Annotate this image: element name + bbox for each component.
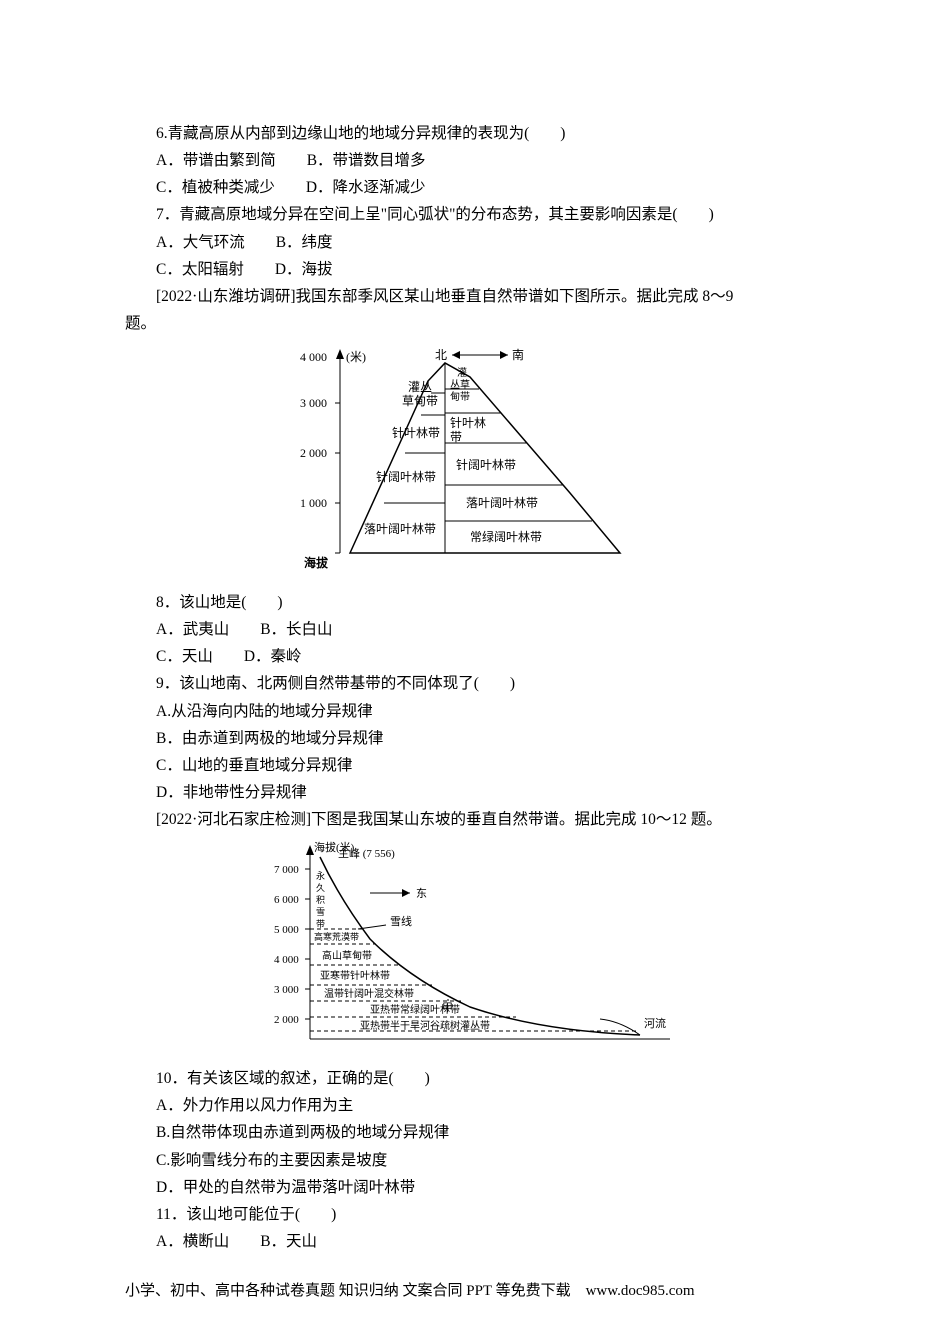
q8-stem: 8．该山地是( )	[125, 589, 795, 616]
fig2-b7a: 永	[316, 870, 325, 881]
fig1-lb4b: 草甸带	[402, 394, 438, 408]
fig2-y6: 6 000	[274, 894, 299, 906]
q9-d: D．非地带性分异规律	[125, 779, 795, 806]
q9-b: B．由赤道到两极的地域分异规律	[125, 725, 795, 752]
fig1-rb5b: 丛草	[450, 379, 470, 391]
fig2-b6: 高寒荒漠带	[314, 931, 359, 942]
fig2-b7d: 雪	[316, 907, 325, 917]
fig2-y5: 5 000	[274, 924, 299, 936]
fig1-south: 南	[512, 347, 524, 362]
q8-opts-1: A．武夷山 B．长白山	[125, 616, 795, 643]
fig2-peak: 主峰 (7 556)	[338, 847, 395, 860]
q6-stem: 6.青藏高原从内部到边缘山地的地域分异规律的表现为( )	[125, 120, 795, 147]
fig2-b5: 高山草甸带	[322, 949, 372, 962]
fig1-rb1: 常绿阔叶林带	[470, 529, 542, 544]
fig2-east: 东	[416, 887, 427, 900]
fig2-y2: 2 000	[274, 1014, 299, 1026]
fig1-rb5a: 灌	[457, 367, 467, 379]
fig1-xlabel: 海拔	[304, 555, 329, 570]
fig1-lb3: 针叶林带	[392, 425, 440, 440]
mountain-band-figure-1: 4 000 (米) 3 000 2 000 1 000 海拔 北 南	[260, 343, 660, 583]
q10-b: B.自然带体现由赤道到两极的地域分异规律	[125, 1119, 795, 1146]
fig2-b7c: 积	[316, 894, 325, 905]
fig1-y2000: 2 000	[300, 446, 327, 460]
fig2-y3: 3 000	[274, 984, 299, 996]
fig1-rb4b: 带	[450, 430, 462, 444]
fig2-b1: 亚热带半干旱河谷疏树灌丛带	[360, 1019, 490, 1032]
fig1-lb1: 落叶阔叶林带	[364, 522, 436, 536]
fig1-rb2: 落叶阔叶林带	[466, 496, 538, 510]
fig2-b4: 亚寒带针叶林带	[320, 969, 390, 982]
q10-stem: 10．有关该区域的叙述，正确的是( )	[125, 1065, 795, 1092]
intro1012: [2022·河北石家庄检测]下图是我国某山东坡的垂直自然带谱。据此完成 10～1…	[125, 806, 795, 833]
q10-a: A．外力作用以风力作用为主	[125, 1092, 795, 1119]
fig2-b7b: 久	[316, 882, 325, 893]
q10-d: D．甲处的自然带为温带落叶阔叶林带	[125, 1174, 795, 1201]
fig1-rb5c: 甸带	[450, 390, 470, 403]
q7-opts-1: A．大气环流 B．纬度	[125, 229, 795, 256]
q6-opts-2: C．植被种类减少 D．降水逐渐减少	[125, 174, 795, 201]
q6-opts-1: A．带谱由繁到简 B．带谱数目增多	[125, 147, 795, 174]
fig1-y1000: 1 000	[300, 496, 327, 510]
fig1-y3000: 3 000	[300, 396, 327, 410]
fig2-b3: 温带针阔叶混交林带	[324, 987, 414, 1000]
q9-c: C．山地的垂直地域分异规律	[125, 752, 795, 779]
mountain-band-figure-2: 海拔(米) 7 000 6 000 5 000 4 000 3 000 2 00…	[240, 839, 680, 1059]
fig2-jia: 甲	[442, 1002, 453, 1014]
q9-a: A.从沿海向内陆的地域分异规律	[125, 698, 795, 725]
fig2-snowline: 雪线	[390, 914, 412, 928]
q10-c: C.影响雪线分布的主要因素是坡度	[125, 1147, 795, 1174]
fig2-y7: 7 000	[274, 864, 299, 876]
q11-opts-1: A．横断山 B．天山	[125, 1228, 795, 1255]
fig1-rb3: 针阔叶林带	[456, 457, 516, 472]
q8-opts-2: C．天山 D．秦岭	[125, 643, 795, 670]
fig1-y4000: 4 000	[300, 350, 327, 364]
q7-opts-2: C．太阳辐射 D．海拔	[125, 256, 795, 283]
page-footer: 小学、初中、高中各种试卷真题 知识归纳 文案合同 PPT 等免费下载 www.d…	[125, 1278, 795, 1304]
q11-stem: 11．该山地可能位于( )	[125, 1201, 795, 1228]
intro89-l1: [2022·山东潍坊调研]我国东部季风区某山地垂直自然带谱如下图所示。据此完成 …	[125, 283, 795, 310]
fig1-yunit: (米)	[346, 350, 366, 364]
q7-stem: 7．青藏高原地域分异在空间上呈"同心弧状"的分布态势，其主要影响因素是( )	[125, 201, 795, 228]
q9-stem: 9．该山地南、北两侧自然带基带的不同体现了( )	[125, 670, 795, 697]
page: 6.青藏高原从内部到边缘山地的地域分异规律的表现为( ) A．带谱由繁到简 B．…	[0, 0, 950, 1344]
fig2-b7e: 带	[316, 919, 325, 929]
fig1-rb4a: 针叶林	[450, 415, 486, 430]
fig1-lb2: 针阔叶林带	[376, 469, 436, 484]
intro89-l2: 题。	[125, 310, 795, 337]
fig2-river: 河流	[644, 1016, 666, 1030]
fig1-lb4a: 灌丛	[408, 380, 432, 394]
fig1-north: 北	[435, 348, 447, 362]
fig2-y4: 4 000	[274, 954, 299, 966]
